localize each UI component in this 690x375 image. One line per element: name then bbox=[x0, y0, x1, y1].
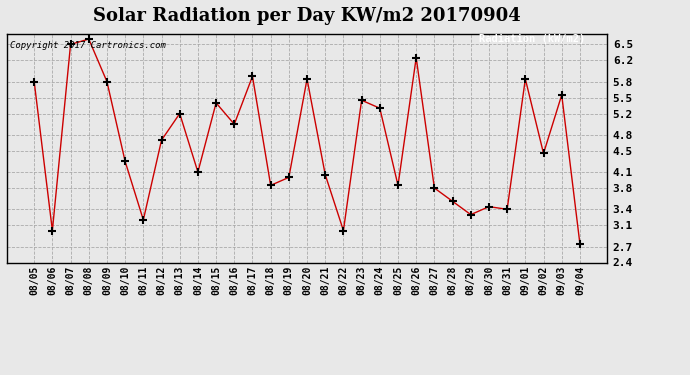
Title: Solar Radiation per Day KW/m2 20170904: Solar Radiation per Day KW/m2 20170904 bbox=[93, 7, 521, 25]
Text: Copyright 2017 Cartronics.com: Copyright 2017 Cartronics.com bbox=[10, 40, 166, 50]
